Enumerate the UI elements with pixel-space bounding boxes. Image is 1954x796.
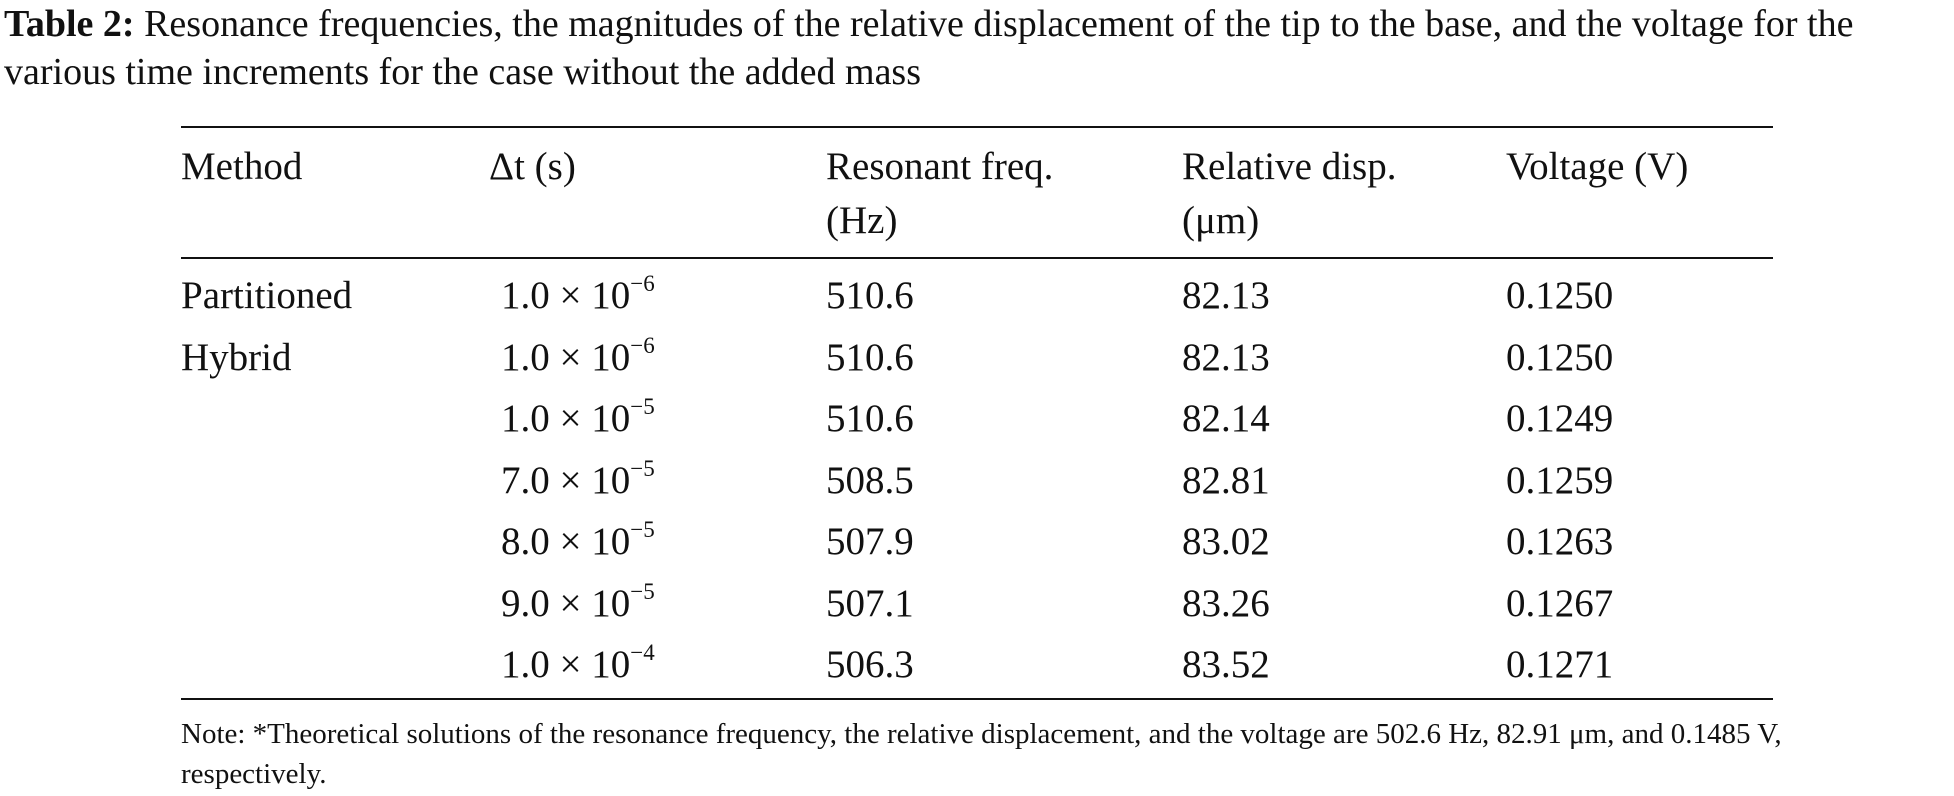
cell-voltage: 0.1250 (1506, 274, 1614, 317)
cell-resonant-freq: 507.9 (826, 520, 914, 563)
dt-base: 1.0 × 10 (501, 397, 631, 440)
header-voltage: Voltage (V) (1506, 145, 1689, 188)
table-header-rule (181, 257, 1773, 259)
cell-resonant-freq: 506.3 (826, 643, 914, 686)
cell-resonant-freq: 510.6 (826, 397, 914, 440)
dt-exponent: −5 (630, 517, 655, 542)
table-top-rule (181, 126, 1773, 128)
dt-base: 1.0 × 10 (501, 643, 631, 686)
dt-exponent: −6 (630, 333, 655, 358)
dt-base: 1.0 × 10 (501, 336, 631, 379)
cell-dt: 1.0 × 10−6 (501, 271, 655, 326)
cell-voltage: 0.1249 (1506, 397, 1614, 440)
dt-base: 8.0 × 10 (501, 520, 631, 563)
header-method: Method (181, 145, 303, 188)
cell-dt: 1.0 × 10−4 (501, 640, 655, 695)
cell-resonant-freq: 510.6 (826, 336, 914, 379)
cell-relative-disp: 83.02 (1182, 520, 1270, 563)
dt-exponent: −6 (630, 271, 655, 296)
cell-relative-disp: 83.52 (1182, 643, 1270, 686)
caption-text: Resonance frequencies, the magnitudes of… (4, 3, 1854, 93)
dt-exponent: −4 (630, 640, 655, 665)
cell-dt: 8.0 × 10−5 (501, 517, 655, 572)
cell-relative-disp: 82.13 (1182, 336, 1270, 379)
cell-voltage: 0.1259 (1506, 459, 1614, 502)
header-dt: Δt (s) (489, 145, 576, 188)
table-bottom-rule (181, 698, 1773, 700)
cell-dt: 9.0 × 10−5 (501, 579, 655, 634)
cell-method: Partitioned (181, 274, 353, 317)
caption-label: Table 2: (4, 3, 135, 45)
dt-base: 1.0 × 10 (501, 274, 631, 317)
table-note: Note: *Theoretical solutions of the reso… (181, 718, 1782, 790)
cell-relative-disp: 82.14 (1182, 397, 1270, 440)
table-caption: Table 2: Resonance frequencies, the magn… (4, 0, 1950, 96)
cell-relative-disp: 83.26 (1182, 582, 1270, 625)
cell-voltage: 0.1250 (1506, 336, 1614, 379)
header-relative-disp: Relative disp. (μm) (1182, 145, 1397, 242)
header-resonant-freq: Resonant freq. (Hz) (826, 145, 1054, 242)
cell-dt: 1.0 × 10−6 (501, 333, 655, 388)
cell-resonant-freq: 510.6 (826, 274, 914, 317)
cell-voltage: 0.1267 (1506, 582, 1614, 625)
dt-exponent: −5 (630, 456, 655, 481)
dt-exponent: −5 (630, 394, 655, 419)
cell-voltage: 0.1263 (1506, 520, 1614, 563)
cell-dt: 7.0 × 10−5 (501, 456, 655, 511)
cell-voltage: 0.1271 (1506, 643, 1614, 686)
dt-exponent: −5 (630, 579, 655, 604)
cell-method: Hybrid (181, 336, 292, 379)
cell-dt: 1.0 × 10−5 (501, 394, 655, 449)
cell-relative-disp: 82.81 (1182, 459, 1270, 502)
dt-base: 7.0 × 10 (501, 459, 631, 502)
cell-resonant-freq: 508.5 (826, 459, 914, 502)
dt-base: 9.0 × 10 (501, 582, 631, 625)
cell-resonant-freq: 507.1 (826, 582, 914, 625)
cell-relative-disp: 82.13 (1182, 274, 1270, 317)
